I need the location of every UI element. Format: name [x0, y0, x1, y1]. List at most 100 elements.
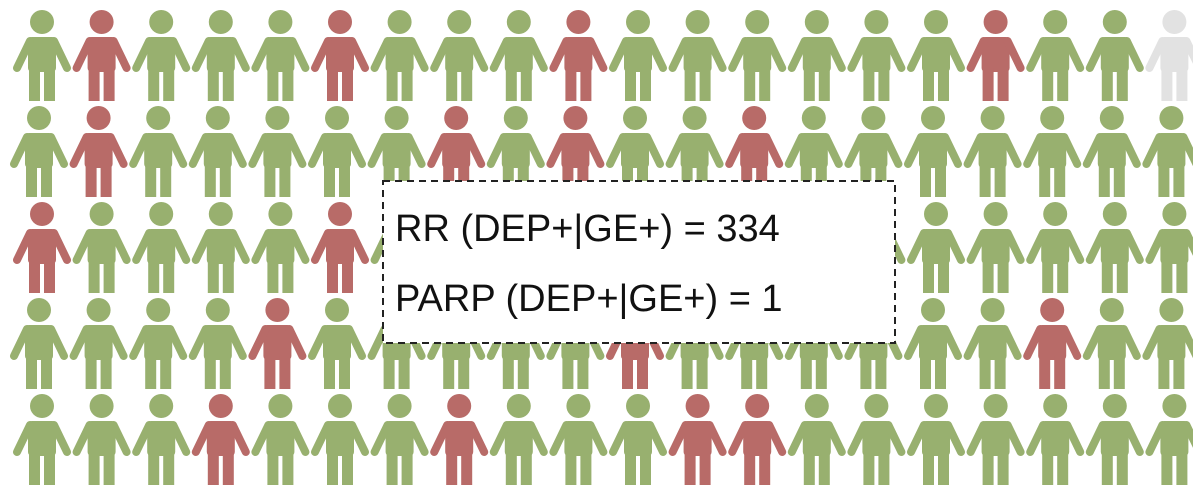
torso	[147, 421, 176, 456]
leg	[145, 164, 157, 197]
leg	[875, 356, 887, 389]
torso	[28, 421, 56, 456]
arm	[430, 421, 452, 456]
person-icon	[129, 106, 188, 197]
person-icon	[728, 394, 787, 485]
leg	[207, 260, 219, 293]
person-icon	[904, 298, 962, 389]
arm	[1145, 421, 1167, 456]
head	[1099, 106, 1124, 130]
arm	[705, 421, 727, 456]
torso	[25, 133, 53, 168]
person-icon	[191, 202, 250, 293]
torso	[621, 133, 649, 168]
person-icon	[367, 106, 426, 197]
leg	[282, 68, 294, 101]
arm	[609, 421, 630, 456]
leg	[222, 452, 234, 485]
arm	[308, 325, 329, 360]
torso	[445, 421, 474, 456]
leg	[1054, 164, 1066, 197]
head	[983, 394, 1008, 418]
torso	[1041, 229, 1070, 264]
leg	[160, 356, 172, 389]
arm	[526, 421, 548, 456]
arm	[348, 37, 369, 72]
head	[268, 10, 293, 34]
leg	[1116, 68, 1128, 101]
leg	[982, 452, 994, 485]
person-icon	[1023, 106, 1082, 197]
leg	[324, 356, 335, 389]
head	[1162, 10, 1187, 34]
arm	[72, 37, 94, 72]
arm	[251, 421, 273, 456]
arm	[847, 37, 869, 72]
leg	[100, 356, 112, 389]
arm	[132, 229, 154, 264]
head	[861, 106, 886, 130]
arm	[345, 325, 366, 360]
arm	[109, 37, 131, 72]
arm	[646, 37, 667, 72]
head	[447, 394, 472, 418]
torso	[501, 133, 530, 168]
leg	[1101, 68, 1113, 101]
arm	[285, 325, 307, 360]
arm	[646, 421, 667, 456]
person-icon	[311, 202, 369, 293]
head	[89, 202, 114, 226]
arm	[966, 421, 988, 456]
leg	[1042, 260, 1054, 293]
arm	[904, 325, 925, 360]
leg	[1116, 452, 1128, 485]
arm	[884, 421, 906, 456]
head	[983, 202, 1008, 226]
head	[146, 298, 171, 322]
person-icon	[1085, 10, 1144, 101]
arm	[50, 37, 71, 72]
torso	[680, 133, 709, 168]
leg	[29, 68, 40, 101]
torso	[385, 37, 414, 72]
head	[742, 106, 767, 130]
leg	[279, 164, 291, 197]
leg	[398, 164, 410, 197]
head	[328, 394, 352, 418]
head	[27, 106, 51, 130]
leg	[1101, 452, 1113, 485]
head	[89, 394, 114, 418]
person-icon	[13, 394, 71, 485]
head	[1043, 10, 1068, 34]
torso	[1160, 421, 1189, 456]
person-icon	[132, 394, 191, 485]
leg	[640, 452, 651, 485]
arm	[251, 229, 273, 264]
arm	[50, 229, 71, 264]
arm	[665, 133, 687, 168]
person-icon	[13, 202, 71, 293]
leg	[1176, 260, 1188, 293]
head	[30, 202, 54, 226]
leg	[818, 68, 830, 101]
leg	[982, 260, 994, 293]
head	[328, 202, 352, 226]
arm	[69, 325, 91, 360]
arm	[166, 133, 188, 168]
leg	[1176, 68, 1188, 101]
leg	[1057, 260, 1069, 293]
person-icon	[248, 106, 307, 197]
person-icon	[72, 10, 131, 101]
leg	[517, 356, 529, 389]
leg	[756, 356, 768, 389]
arm	[881, 133, 903, 168]
leg	[577, 356, 589, 389]
person-icon	[1142, 298, 1193, 389]
person-icon	[430, 394, 489, 485]
torso	[1100, 421, 1129, 456]
arm	[643, 133, 664, 168]
torso	[442, 133, 471, 168]
arm	[464, 133, 486, 168]
leg	[29, 260, 40, 293]
torso	[1160, 37, 1189, 72]
